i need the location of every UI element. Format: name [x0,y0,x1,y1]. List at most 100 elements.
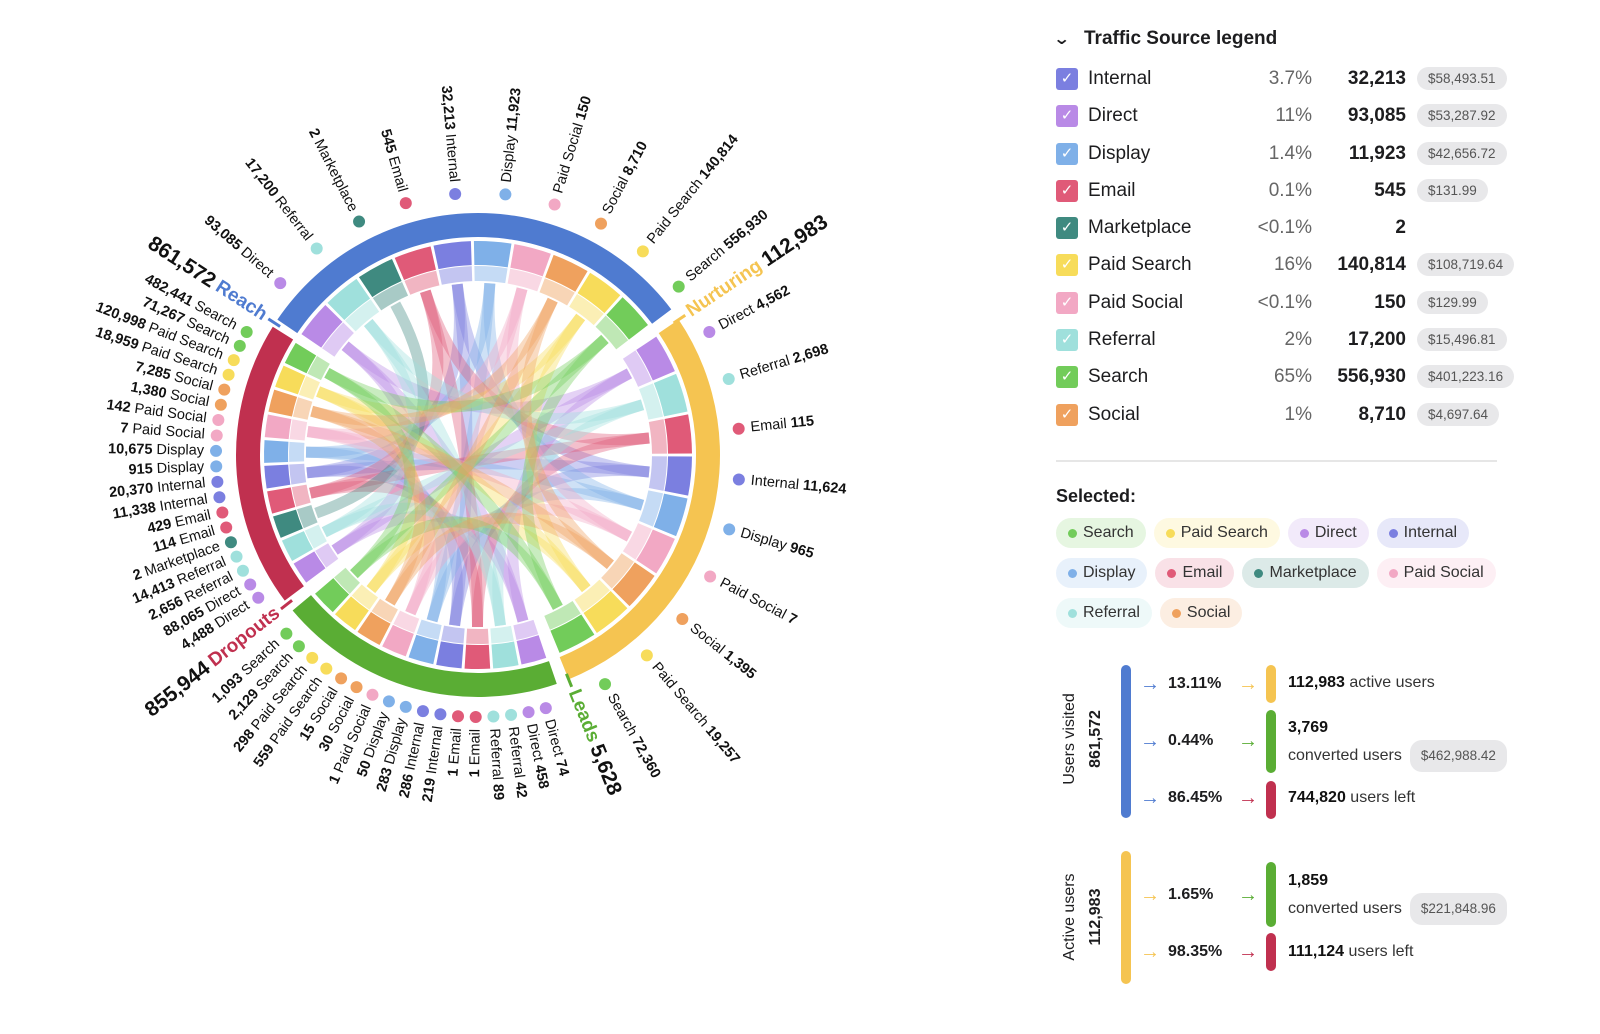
source-label: 11,338 Internal [112,491,209,522]
checkbox-checked-icon[interactable]: ✓ [1056,403,1078,426]
revenue-badge: $108,719.64 [1417,253,1515,277]
legend-row-internal: ✓ Internal 3.7% 32,213 $58,493.51 [1056,62,1556,99]
segment-search[interactable] [550,614,595,653]
chord-direct [331,341,415,555]
segment-email[interactable] [267,487,296,514]
chord-paid-search [366,516,591,594]
chip-referral[interactable]: Referral [1056,598,1152,628]
label-source: Internal [442,133,462,183]
segment-display[interactable] [473,241,512,268]
checkbox-checked-icon[interactable]: ✓ [1056,291,1078,314]
checkbox-checked-icon[interactable]: ✓ [1056,68,1078,90]
segment-referral[interactable] [281,531,313,562]
arrow-right-icon: → [1140,941,1160,963]
segment-internal[interactable] [664,456,692,496]
legend-name: Internal [1088,68,1152,89]
segment-display[interactable] [264,440,289,463]
dot-icon [233,339,246,352]
dot-icon [1171,608,1181,618]
segment-paid-social[interactable] [510,244,551,277]
segment-email[interactable] [664,414,692,454]
stage-arc-leads[interactable] [292,595,557,697]
dot-icon [732,473,745,486]
flow-pct: 0.44% [1168,732,1214,749]
segment-display[interactable] [653,493,688,537]
segment-paid-search[interactable] [577,272,621,314]
segment-email[interactable] [394,246,436,280]
checkbox-checked-icon[interactable]: ✓ [1056,366,1078,389]
segment-email[interactable] [464,644,491,670]
dot-icon [1165,528,1175,538]
chord-search [521,334,609,610]
segment-direct[interactable] [301,305,343,348]
label-source: Direct [237,244,276,281]
flow-total: 861,572 [1087,710,1104,768]
chord-paid-social [306,426,436,616]
segment-paid-search[interactable] [583,591,628,633]
dot-icon [210,460,223,473]
chip-label: Display [1083,564,1136,581]
segment-referral[interactable] [653,373,688,417]
stage-arc-dropouts[interactable] [236,326,304,601]
segment-paid-search[interactable] [275,365,306,395]
source-label: 545 Email [377,127,410,193]
segment-direct[interactable] [293,551,326,583]
segment-paid-social[interactable] [636,529,675,574]
chord-referral [364,319,645,425]
chip-social[interactable]: Social [1159,598,1243,628]
segment-search[interactable] [606,297,649,340]
label-source: Marketplace [311,137,361,215]
legend-pct: 1% [1284,403,1312,425]
chip-paid-social[interactable]: Paid Social [1376,558,1496,588]
checkbox-checked-icon[interactable]: ✓ [1056,329,1078,352]
segment-referral[interactable] [327,278,371,320]
dot-icon [216,506,229,519]
chip-direct[interactable]: Direct [1287,518,1369,548]
segment-referral[interactable] [491,641,519,669]
checkbox-checked-icon[interactable]: ✓ [1056,142,1078,165]
segment-paid-social[interactable] [264,414,292,440]
segment-inner-paid-search [298,376,320,400]
checkbox-checked-icon[interactable]: ✓ [1056,217,1078,240]
checkbox-checked-icon[interactable]: ✓ [1056,179,1078,202]
segment-internal[interactable] [433,241,472,270]
chord-internal [449,283,473,627]
label-value: 283 [374,766,396,794]
legend-toggle[interactable]: ⌄ Traffic Source legend [1053,24,1556,54]
chip-search[interactable]: Search [1056,518,1146,548]
chip-paid-search[interactable]: Paid Search [1153,518,1280,548]
chip-marketplace[interactable]: Marketplace [1242,558,1369,588]
segment-marketplace[interactable] [358,259,402,298]
segment-direct[interactable] [636,336,675,381]
segment-social[interactable] [545,254,588,292]
chip-internal[interactable]: Internal [1376,518,1470,548]
source-label: 7 Paid Social [120,420,206,442]
chip-display[interactable]: Display [1056,558,1148,588]
legend-count: 2 [1395,217,1406,239]
segment-paid-social[interactable] [382,624,414,657]
segment-social[interactable] [612,562,655,607]
segment-search[interactable] [315,578,350,613]
segment-internal[interactable] [436,641,464,669]
segment-paid-search[interactable] [334,596,369,631]
legend-count: 32,213 [1347,68,1406,89]
segment-social[interactable] [268,389,298,417]
label-value: 115 [790,413,815,431]
chord-internal [451,283,650,478]
dot-icon [222,368,235,381]
checkbox-checked-icon[interactable]: ✓ [1056,105,1078,128]
dot-icon [210,444,223,457]
chip-email[interactable]: Email [1155,558,1235,588]
segment-social[interactable] [357,612,391,645]
stage-arc-nurturing[interactable] [559,319,720,680]
segment-internal[interactable] [264,464,291,489]
segment-search[interactable] [284,342,317,374]
segment-direct[interactable] [516,635,547,665]
chord-direct [331,368,633,555]
stage-arc-reach[interactable] [277,213,672,334]
segment-inner-email [404,270,440,295]
segment-marketplace[interactable] [273,509,303,538]
label-value: 11,923 [504,87,524,132]
segment-display[interactable] [408,634,439,665]
checkbox-checked-icon[interactable]: ✓ [1056,254,1078,277]
